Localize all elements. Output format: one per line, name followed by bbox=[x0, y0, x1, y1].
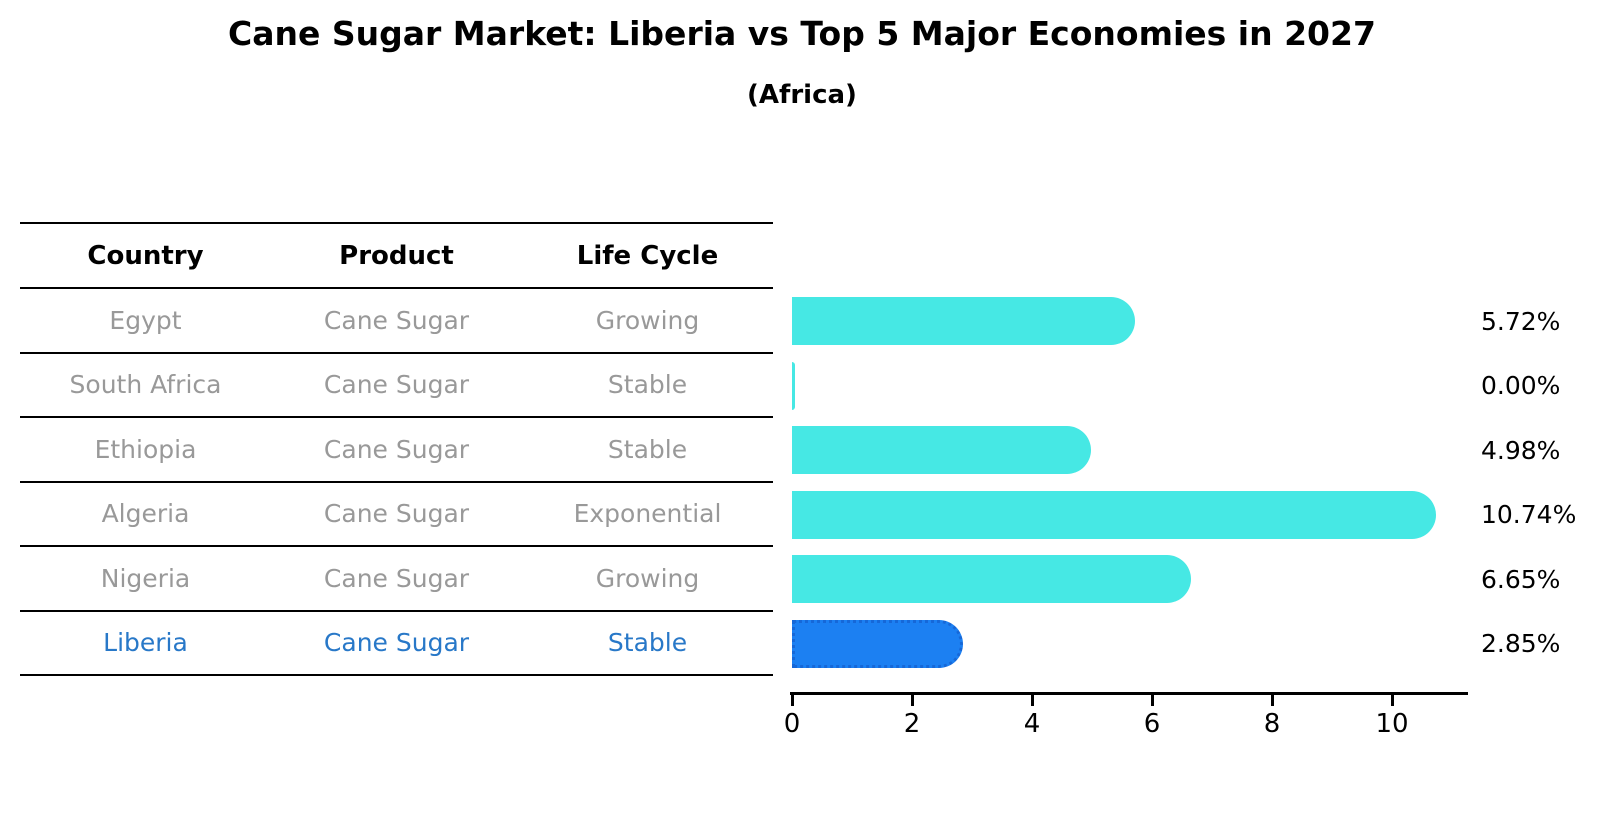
x-axis-tick-label: 0 bbox=[783, 709, 801, 739]
x-axis-tick bbox=[911, 695, 914, 706]
product-cell: Cane Sugar bbox=[323, 305, 470, 335]
bar-south-africa bbox=[792, 361, 795, 410]
lifecycle-cell: Stable bbox=[607, 628, 688, 658]
country-cell: Nigeria bbox=[100, 563, 191, 593]
x-axis-tick-label: 6 bbox=[1143, 709, 1161, 739]
chart-subtitle: (Africa) bbox=[747, 80, 857, 110]
country-cell: Algeria bbox=[101, 499, 190, 529]
table-header-row: Country Product Life Cycle bbox=[20, 222, 773, 289]
bar-liberia-highlighted bbox=[792, 619, 963, 668]
x-axis-tick bbox=[791, 695, 794, 706]
value-label: 4.98% bbox=[1481, 435, 1561, 465]
x-axis-tick bbox=[1031, 695, 1034, 706]
value-label: 10.74% bbox=[1481, 500, 1577, 530]
country-cell: Ethiopia bbox=[94, 434, 197, 464]
lifecycle-cell: Growing bbox=[595, 563, 700, 593]
bar-row bbox=[790, 354, 1480, 419]
product-cell: Cane Sugar bbox=[323, 563, 470, 593]
table-row: South Africa Cane Sugar Stable bbox=[20, 354, 773, 418]
column-header-country: Country bbox=[87, 240, 204, 271]
value-label: 5.72% bbox=[1481, 306, 1561, 336]
bar-algeria bbox=[792, 490, 1437, 539]
x-axis-tick bbox=[1391, 695, 1394, 706]
lifecycle-cell: Stable bbox=[607, 370, 688, 400]
table-row: Nigeria Cane Sugar Growing bbox=[20, 547, 773, 612]
bar-egypt bbox=[792, 297, 1136, 346]
column-header-lifecycle: Life Cycle bbox=[576, 240, 719, 271]
comparison-table: Country Product Life Cycle Egypt Cane Su… bbox=[20, 222, 773, 676]
x-axis-tick-label: 2 bbox=[903, 709, 921, 739]
lifecycle-cell: Stable bbox=[607, 434, 688, 464]
x-axis-line bbox=[790, 692, 1468, 695]
value-label: 6.65% bbox=[1481, 564, 1561, 594]
x-axis-tick-label: 8 bbox=[1263, 709, 1281, 739]
x-axis-tick bbox=[1271, 695, 1274, 706]
value-label: 0.00% bbox=[1481, 371, 1561, 401]
product-cell: Cane Sugar bbox=[323, 499, 470, 529]
column-header-product: Product bbox=[339, 240, 454, 271]
bar-row bbox=[790, 418, 1480, 483]
bar-row bbox=[790, 612, 1480, 677]
x-axis-tick bbox=[1151, 695, 1154, 706]
bar-ethiopia bbox=[792, 426, 1091, 475]
product-cell: Cane Sugar bbox=[323, 628, 470, 658]
bar-nigeria bbox=[792, 555, 1191, 604]
x-axis-tick-label: 10 bbox=[1375, 709, 1409, 739]
bar-row bbox=[790, 483, 1480, 548]
product-cell: Cane Sugar bbox=[323, 434, 470, 464]
country-cell: South Africa bbox=[69, 370, 222, 400]
bar-chart: 0 2 4 6 8 10 bbox=[784, 289, 1490, 749]
chart-title: Cane Sugar Market: Liberia vs Top 5 Majo… bbox=[228, 14, 1376, 53]
country-cell: Egypt bbox=[109, 305, 182, 335]
bar-row bbox=[790, 289, 1480, 354]
x-axis-tick-label: 4 bbox=[1023, 709, 1041, 739]
value-label: 2.85% bbox=[1481, 629, 1561, 659]
table-row: Algeria Cane Sugar Exponential bbox=[20, 483, 773, 547]
value-label-column: 5.72% 0.00% 4.98% 10.74% 6.65% 2.85% bbox=[1481, 289, 1576, 676]
table-row: Ethiopia Cane Sugar Stable bbox=[20, 418, 773, 483]
table-row: Egypt Cane Sugar Growing bbox=[20, 289, 773, 354]
bar-row bbox=[790, 547, 1480, 612]
table-row-highlighted: Liberia Cane Sugar Stable bbox=[20, 612, 773, 676]
lifecycle-cell: Exponential bbox=[573, 499, 722, 529]
lifecycle-cell: Growing bbox=[595, 305, 700, 335]
country-cell: Liberia bbox=[103, 628, 188, 658]
product-cell: Cane Sugar bbox=[323, 370, 470, 400]
